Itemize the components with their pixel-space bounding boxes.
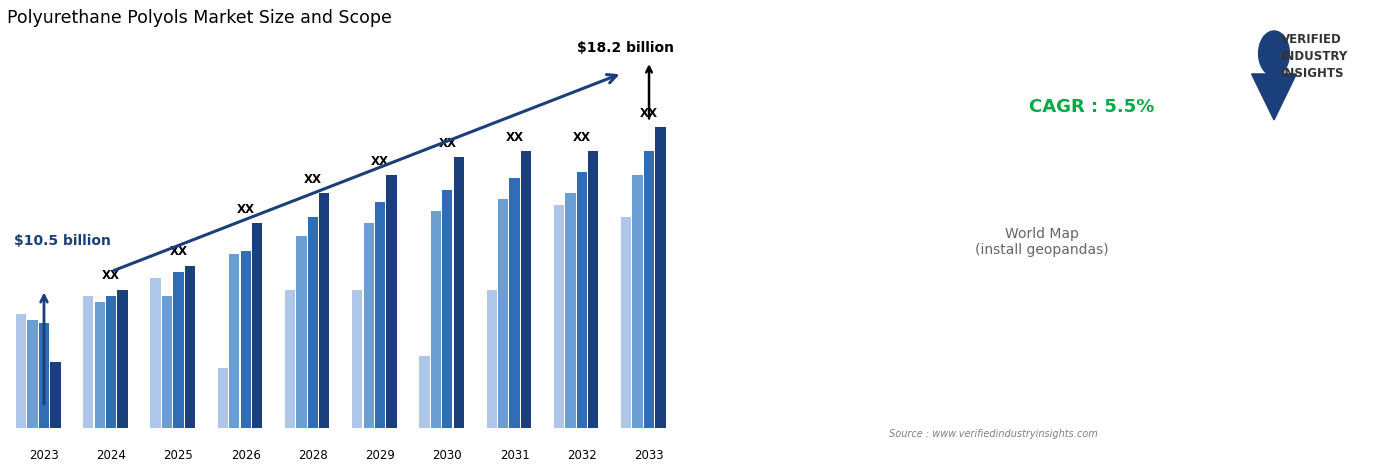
Text: XX: XX bbox=[304, 173, 322, 186]
Text: 2031: 2031 bbox=[500, 449, 529, 462]
Bar bbox=[442, 191, 452, 428]
Bar bbox=[498, 199, 508, 428]
Bar bbox=[241, 251, 251, 428]
Text: 2024: 2024 bbox=[97, 449, 126, 462]
Text: Polyurethane Polyols Market Size and Scope: Polyurethane Polyols Market Size and Sco… bbox=[7, 9, 392, 27]
Text: XX: XX bbox=[169, 245, 188, 258]
Text: 2029: 2029 bbox=[365, 449, 395, 462]
Text: XX: XX bbox=[371, 155, 389, 168]
Bar bbox=[375, 202, 385, 428]
Bar bbox=[577, 173, 587, 428]
Bar bbox=[622, 218, 631, 428]
Bar bbox=[39, 323, 49, 428]
Bar bbox=[174, 272, 183, 428]
Bar bbox=[644, 152, 654, 428]
Bar bbox=[252, 224, 262, 428]
Text: $18.2 billion: $18.2 billion bbox=[577, 41, 673, 55]
Bar bbox=[420, 356, 430, 428]
Text: VERIFIED
INDUSTRY
INSIGHTS: VERIFIED INDUSTRY INSIGHTS bbox=[1281, 33, 1348, 80]
Bar bbox=[50, 362, 60, 428]
Bar bbox=[431, 212, 441, 428]
Text: XX: XX bbox=[573, 131, 591, 144]
Text: World Map
(install geopandas): World Map (install geopandas) bbox=[976, 227, 1109, 257]
Bar bbox=[364, 224, 374, 428]
Text: XX: XX bbox=[237, 203, 255, 216]
Text: $10.5 billion: $10.5 billion bbox=[14, 233, 111, 247]
Bar bbox=[308, 218, 318, 428]
Bar bbox=[162, 296, 172, 428]
Bar bbox=[521, 152, 531, 428]
Bar bbox=[15, 313, 27, 428]
Bar bbox=[633, 175, 643, 428]
Bar bbox=[386, 175, 396, 428]
Bar bbox=[566, 193, 575, 428]
Text: XX: XX bbox=[438, 137, 456, 150]
Bar bbox=[150, 278, 161, 428]
Bar bbox=[319, 193, 329, 428]
Bar bbox=[297, 235, 307, 428]
Text: XX: XX bbox=[640, 107, 658, 120]
Bar bbox=[95, 302, 105, 428]
Text: Source : www.verifiedindustryinsights.com: Source : www.verifiedindustryinsights.co… bbox=[889, 429, 1098, 439]
Bar bbox=[230, 253, 239, 428]
Bar bbox=[28, 319, 38, 428]
Bar bbox=[284, 290, 295, 428]
Polygon shape bbox=[1252, 74, 1296, 120]
Bar bbox=[454, 157, 463, 428]
Bar bbox=[217, 368, 228, 428]
Bar bbox=[118, 290, 127, 428]
Bar bbox=[106, 296, 116, 428]
Bar bbox=[83, 296, 94, 428]
Bar bbox=[185, 266, 195, 428]
Text: 2030: 2030 bbox=[433, 449, 462, 462]
Text: XX: XX bbox=[102, 269, 120, 282]
Text: 2028: 2028 bbox=[298, 449, 328, 462]
Text: 2026: 2026 bbox=[231, 449, 260, 462]
Bar bbox=[510, 179, 519, 428]
Bar bbox=[487, 290, 497, 428]
Text: 2023: 2023 bbox=[29, 449, 59, 462]
Bar bbox=[353, 290, 363, 428]
Circle shape bbox=[1259, 31, 1289, 76]
Text: CAGR : 5.5%: CAGR : 5.5% bbox=[1029, 98, 1155, 116]
Text: 2032: 2032 bbox=[567, 449, 596, 462]
Text: 2033: 2033 bbox=[634, 449, 664, 462]
Bar bbox=[588, 152, 598, 428]
Bar bbox=[655, 127, 665, 428]
Text: XX: XX bbox=[505, 131, 524, 144]
Text: 2025: 2025 bbox=[164, 449, 193, 462]
Bar bbox=[554, 206, 564, 428]
